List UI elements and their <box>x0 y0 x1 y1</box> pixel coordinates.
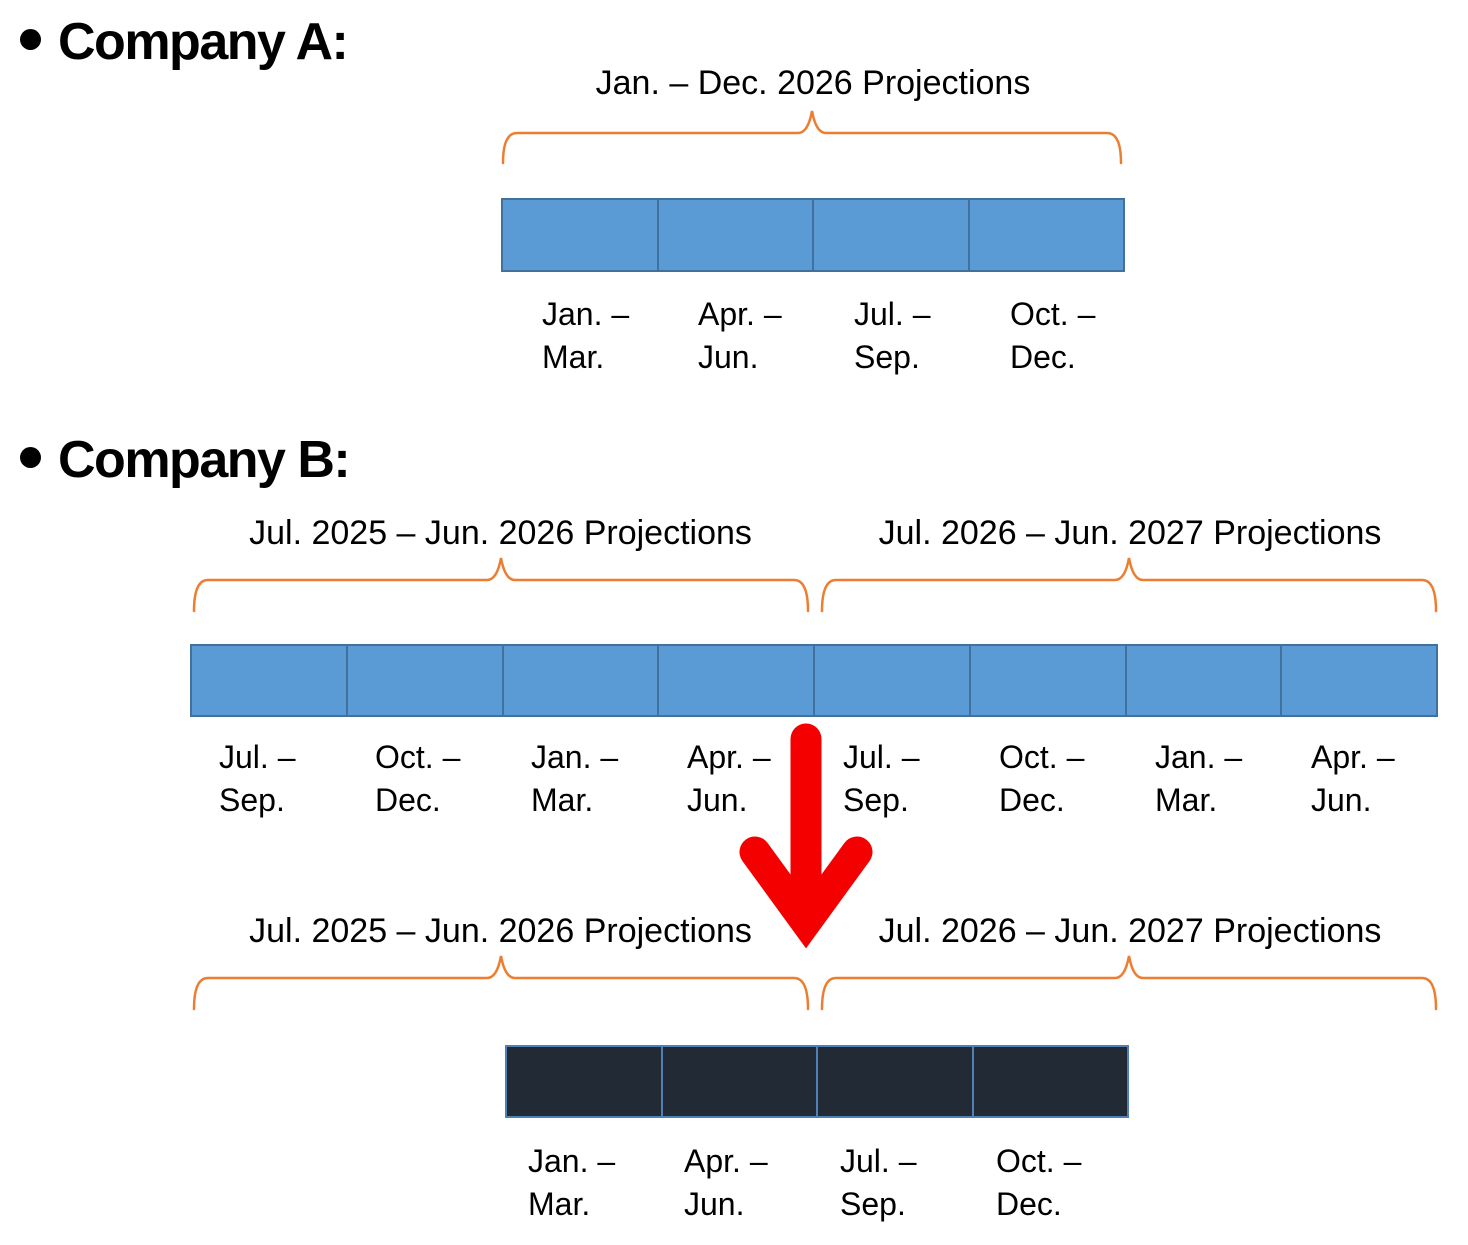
converted-bar-segment-q3 <box>816 1045 974 1118</box>
converted-bar-segment-q4 <box>971 1045 1129 1118</box>
quarter-label: Jan. – Mar. <box>528 1143 616 1222</box>
red-down-arrow-icon <box>739 723 873 949</box>
company-b-bar-segment-2 <box>345 644 504 717</box>
company-a-projection-label: Jan. – Dec. 2026 Projections <box>595 64 1031 102</box>
bullet-icon <box>20 29 41 50</box>
company-b-bar-segment-5 <box>813 644 971 717</box>
quarter-label: Oct. – Dec. <box>996 1143 1082 1222</box>
company-a-bar-segment-q3 <box>812 198 970 272</box>
converted-bar-segment-q1 <box>505 1045 663 1118</box>
quarter-label: Oct. – Dec. <box>999 739 1085 818</box>
company-b-heading: Company B: <box>20 430 351 490</box>
company-b-bottom-braces <box>192 955 1438 1011</box>
quarter-label: Jul. – Sep. <box>843 739 920 818</box>
company-b-timeline-bar <box>190 644 1438 717</box>
quarter-label: Apr. – Jun. <box>687 739 771 818</box>
bullet-icon <box>20 447 41 468</box>
quarter-label: Jul. – Sep. <box>219 739 296 818</box>
quarter-label: Jan. – Mar. <box>1155 739 1243 818</box>
company-b-top-projection-label-1: Jul. 2025 – Jun. 2026 Projections <box>249 514 752 552</box>
company-a-quarter-labels: Jan. – Mar. Apr. – Jun. Jul. – Sep. Oct.… <box>501 293 1125 379</box>
company-b-quarter-labels: Jul. – Sep. Oct. – Dec. Jan. – Mar. Apr.… <box>190 736 1438 822</box>
quarter-label: Oct. – Dec. <box>1010 296 1096 375</box>
company-b-bottom-projection-label-2: Jul. 2026 – Jun. 2027 Projections <box>878 912 1382 950</box>
company-b-top-projection-label-2: Jul. 2026 – Jun. 2027 Projections <box>878 514 1382 552</box>
company-a-heading-text: Company A: <box>58 13 349 71</box>
company-b-heading-text: Company B: <box>58 431 351 489</box>
company-a-brace <box>501 110 1123 165</box>
quarter-label: Oct. – Dec. <box>375 739 461 818</box>
company-b-bottom-quarter-labels: Jan. – Mar. Apr. – Jun. Jul. – Sep. Oct.… <box>505 1140 1129 1226</box>
converted-bar-segment-q2 <box>660 1045 818 1118</box>
company-b-bar-segment-6 <box>968 644 1127 717</box>
quarter-label: Apr. – Jun. <box>684 1143 768 1222</box>
company-b-bar-segment-1 <box>190 644 348 717</box>
quarter-label: Apr. – Jun. <box>698 296 782 375</box>
company-a-bar-segment-q4 <box>967 198 1125 272</box>
company-b-converted-timeline-bar <box>505 1045 1129 1118</box>
quarter-label: Jan. – Mar. <box>542 296 630 375</box>
company-b-bottom-projection-label-1: Jul. 2025 – Jun. 2026 Projections <box>249 912 752 950</box>
company-b-top-braces <box>192 557 1438 613</box>
company-b-bar-segment-8 <box>1280 644 1438 717</box>
quarter-label: Apr. – Jun. <box>1311 739 1395 818</box>
company-a-heading: Company A: <box>20 12 349 72</box>
company-a-bar-segment-q1 <box>501 198 659 272</box>
quarter-label: Jan. – Mar. <box>531 739 619 818</box>
company-b-bar-segment-3 <box>501 644 660 717</box>
company-b-bar-segment-7 <box>1124 644 1283 717</box>
quarter-label: Jul. – Sep. <box>840 1143 917 1222</box>
company-a-bar-segment-q2 <box>656 198 814 272</box>
company-a-timeline-bar <box>501 198 1125 272</box>
quarter-label: Jul. – Sep. <box>854 296 931 375</box>
company-b-bar-segment-4 <box>657 644 815 717</box>
